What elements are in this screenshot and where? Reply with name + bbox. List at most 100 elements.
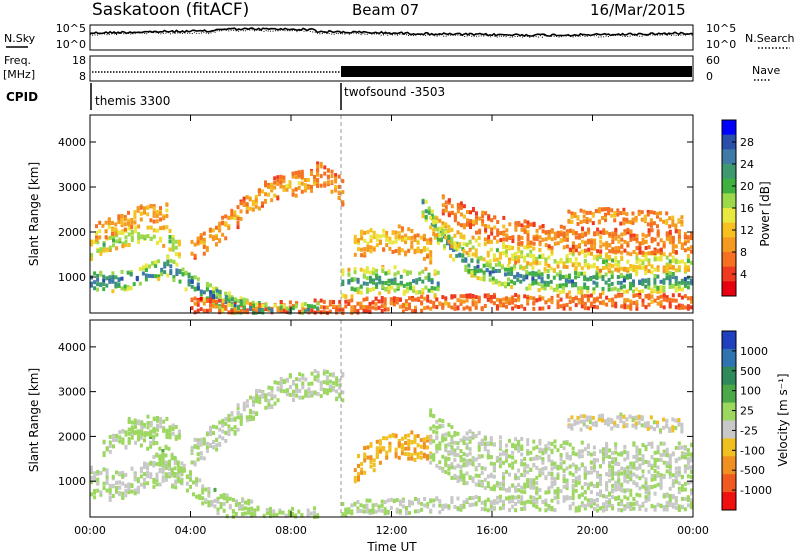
heatmap-cell [378,446,382,451]
heatmap-cell [154,274,158,279]
heatmap-cell [511,306,515,311]
heatmap-cell [483,486,487,490]
heatmap-cell [450,462,454,467]
heatmap-cell [674,223,678,228]
heatmap-cell [390,280,394,285]
heatmap-cell [680,278,684,283]
heatmap-cell [462,500,466,505]
heatmap-cell [408,302,411,307]
heatmap-cell [156,418,159,423]
heatmap-cell [335,308,339,313]
heatmap-cell [680,424,684,429]
heatmap-cell [137,232,141,237]
heatmap-cell [677,481,681,486]
heatmap-cell [599,300,602,305]
heatmap-cell [532,246,536,251]
heatmap-cell [165,202,169,207]
heatmap-cell [665,501,669,506]
heatmap-cell [497,268,501,273]
heatmap-cell [635,287,639,292]
heatmap-cell [553,465,557,470]
colorbar-swatch [722,252,736,268]
heatmap-cell [414,509,417,514]
heatmap-cell [559,297,563,302]
heatmap-cell [541,306,545,311]
heatmap-cell [596,296,599,301]
heatmap-cell [115,246,119,251]
heatmap-cell [650,289,654,294]
heatmap-cell [267,192,271,197]
heatmap-cell [112,243,115,248]
heatmap-cell [597,220,601,225]
heatmap-cell [531,281,535,286]
heatmap-cell [422,437,426,442]
heatmap-cell [550,459,554,464]
heatmap-cell [435,443,439,448]
heatmap-cell [435,297,439,302]
heatmap-cell [288,300,292,305]
heatmap-cell [413,439,417,444]
y-tick-label: 3000 [58,386,86,399]
heatmap-cell [258,389,262,393]
heatmap-cell [626,267,630,272]
heatmap-cell [574,479,578,484]
heatmap-cell [553,508,557,513]
heatmap-cell [287,509,291,514]
heatmap-cell [690,305,693,310]
heatmap-cell [580,304,584,309]
heatmap-cell [599,235,603,240]
heatmap-cell [659,300,663,305]
heatmap-cell [209,429,212,434]
heatmap-cell [674,475,678,480]
heatmap-cell [242,203,246,207]
heatmap-cell [96,282,100,287]
heatmap-cell [450,239,454,244]
heatmap-cell [502,471,505,476]
heatmap-cell [221,299,225,304]
heatmap-cell [288,385,292,390]
heatmap-cell [489,240,493,245]
heatmap-cell [108,483,112,488]
heatmap-cell [562,245,566,250]
heatmap-cell [574,488,578,493]
heatmap-cell [502,242,505,247]
heatmap-cell [559,238,563,243]
heatmap-cell [441,438,445,443]
heatmap-cell [257,206,261,211]
heatmap-cell [668,259,672,264]
heatmap-cell [159,420,163,425]
heatmap-cell [559,224,563,229]
heatmap-cell [683,268,687,273]
heatmap-cell [363,253,367,258]
heatmap-cell [586,451,590,456]
heatmap-cell [357,454,360,459]
heatmap-cell [176,473,180,478]
heatmap-cell [90,467,93,472]
heatmap-cell [602,508,605,513]
heatmap-cell [614,487,618,492]
heatmap-cell [659,482,663,487]
heatmap-cell [556,241,560,246]
heatmap-cell [486,508,490,513]
heatmap-cell [465,431,469,436]
heatmap-cell [571,479,575,483]
heatmap-cell [450,449,454,454]
heatmap-cell [435,430,439,435]
heatmap-cell [118,435,122,440]
heatmap-cell [547,471,551,476]
heatmap-cell [453,215,457,220]
heatmap-cell [580,454,584,459]
heatmap-cell [550,507,554,512]
heatmap-cell [99,282,103,287]
heatmap-cell [511,455,515,460]
heatmap-cell [626,227,630,232]
heatmap-cell [447,198,451,203]
heatmap-cell [261,203,264,208]
heatmap-cell [450,227,454,232]
heatmap-cell [152,438,156,443]
heatmap-cell [152,234,156,239]
heatmap-cell [108,449,112,454]
heatmap-cell [199,292,203,297]
heatmap-cell [650,503,654,508]
heatmap-cell [436,281,440,286]
